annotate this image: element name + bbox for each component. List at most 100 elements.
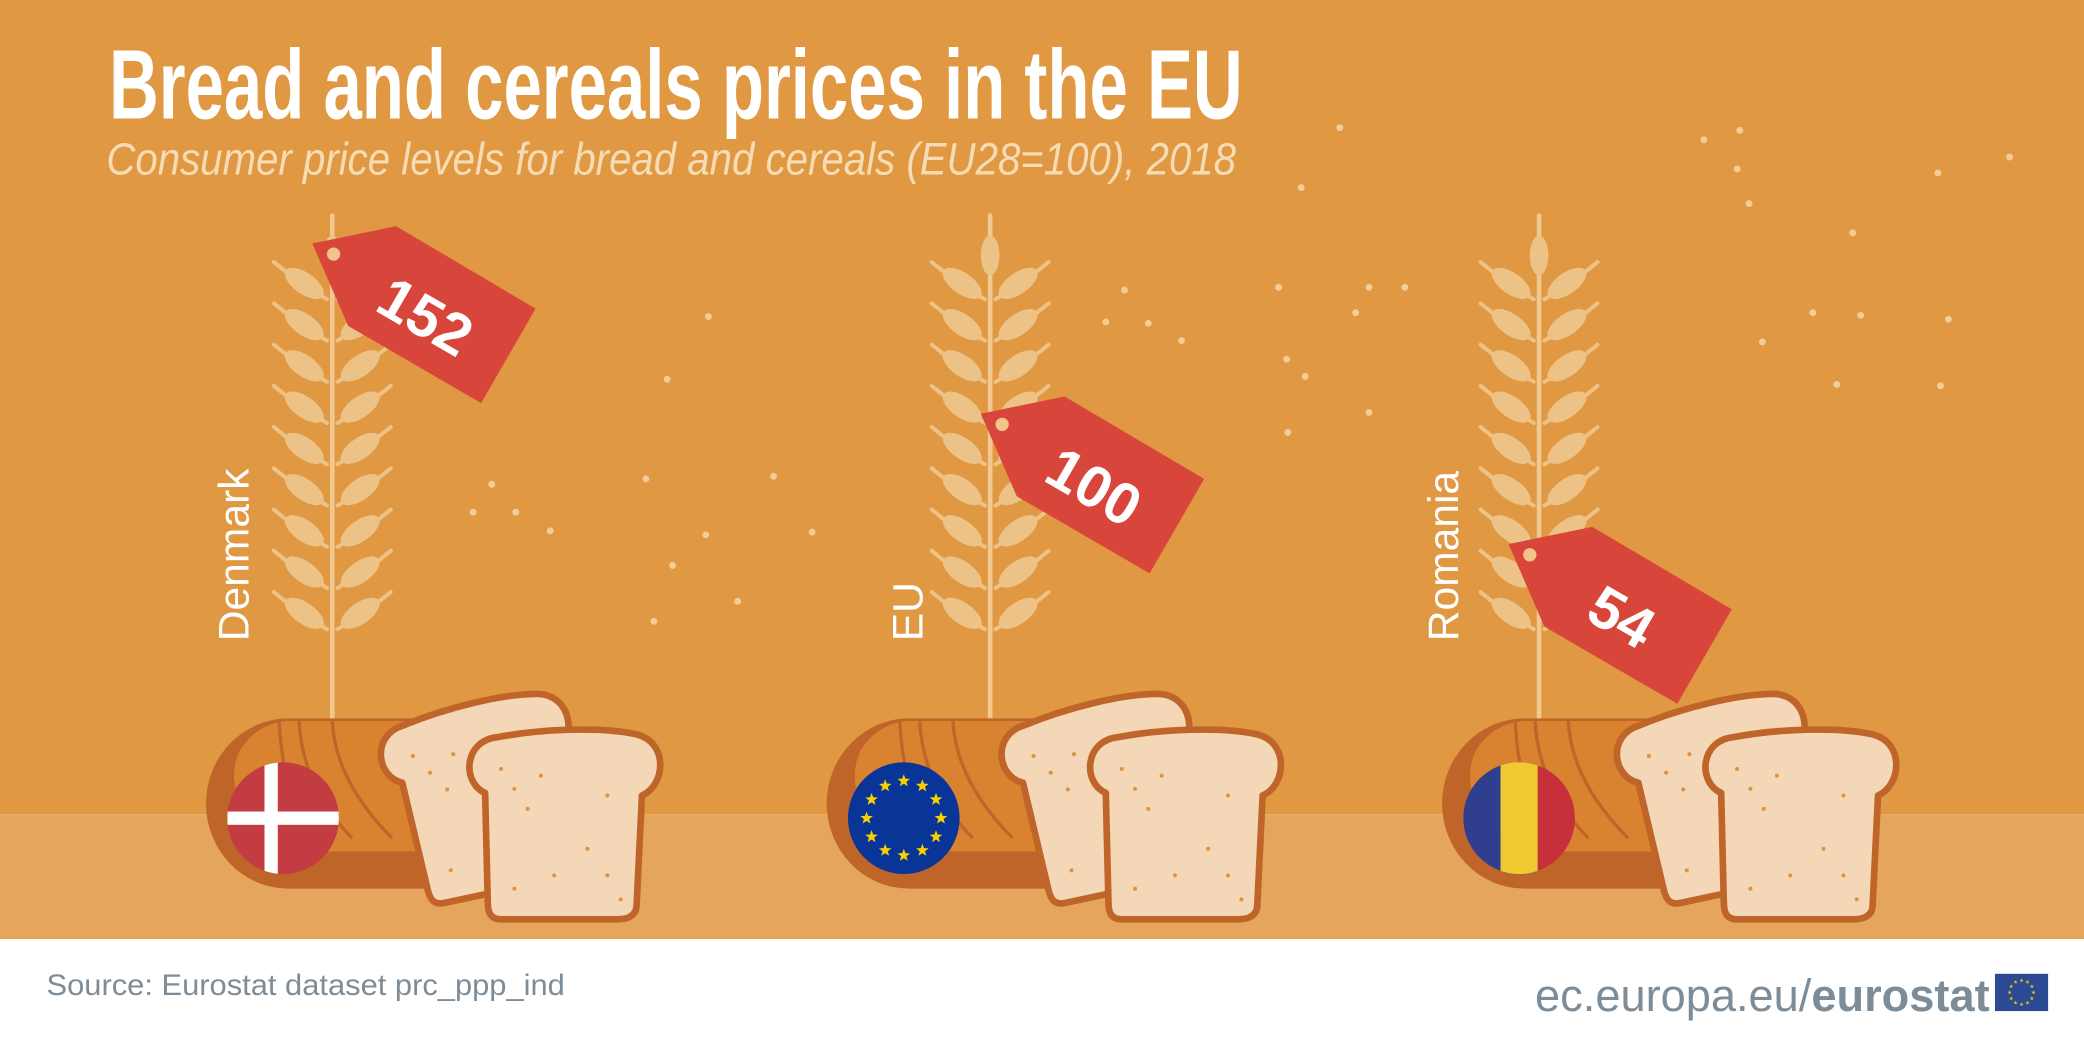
grain-stem [993, 289, 1011, 302]
star-icon [2019, 1002, 2024, 1007]
grain-stem [1542, 454, 1560, 467]
crumb-dot [1849, 229, 1857, 237]
crumb-speck [1071, 752, 1076, 757]
grain-stem [969, 536, 987, 549]
grain-awn [375, 383, 393, 399]
crumb-speck [1133, 886, 1138, 891]
crumb-speck [525, 806, 530, 811]
grain-stem [311, 454, 329, 467]
grain-awn [1478, 548, 1496, 564]
grain-stem [993, 371, 1011, 384]
crumb-dot [469, 508, 477, 516]
star-icon [860, 811, 873, 824]
grain [980, 235, 1000, 276]
price-tag-shape [312, 226, 536, 404]
crumb-dot [1178, 337, 1186, 345]
grain-awn [1582, 301, 1600, 316]
grain-stem [1542, 371, 1560, 384]
source-note: Source: Eurostat dataset prc_ppp_ind [47, 970, 565, 1002]
crumb-speck [1031, 753, 1036, 758]
footer-band [0, 939, 2084, 1043]
star-icon [2029, 996, 2034, 1001]
crumb-speck [1774, 773, 1779, 778]
crumb-speck [1048, 770, 1053, 775]
country-label: Romania [1420, 471, 1468, 642]
grain-awn [271, 590, 290, 605]
grain-stem [969, 371, 987, 384]
crumb-speck [1681, 787, 1686, 792]
crumb-speck [1748, 786, 1753, 791]
crumb-dot [704, 313, 712, 321]
crumb-dot [1144, 319, 1152, 327]
grain-awn [929, 383, 947, 399]
grain-stem [335, 454, 353, 467]
grain-stem [1542, 413, 1560, 426]
bread-slice-front [1702, 726, 1900, 923]
grain-awn [1033, 260, 1051, 275]
eurostat-link[interactable]: ec.europa.eu/eurostat [1535, 970, 1990, 1021]
grain-awn [375, 507, 393, 523]
crumb-dot [1934, 169, 1942, 177]
grain-stem [969, 578, 987, 591]
crumb-dot [1733, 165, 1741, 173]
grain-awn [1582, 425, 1600, 440]
crumb-speck [445, 787, 450, 792]
crumb-dot [650, 617, 658, 625]
crumb-dot [1301, 373, 1309, 380]
crumb-speck [1687, 752, 1692, 757]
loaf-score [1566, 720, 1630, 840]
grain-awn [375, 466, 393, 481]
grain-awn [929, 342, 947, 358]
star-icon [2025, 1000, 2030, 1005]
crumb-dot [1745, 200, 1753, 208]
grain-stem [969, 413, 987, 426]
star-icon [2025, 979, 2030, 984]
crumb-speck [1788, 873, 1793, 878]
grain-stem [311, 289, 329, 302]
crumb-dot [1401, 283, 1409, 291]
grain-awn [929, 590, 947, 605]
crumb-speck [552, 873, 557, 878]
grain-stem [993, 578, 1011, 591]
grain-stem [311, 495, 329, 508]
crumb-speck [1146, 806, 1151, 811]
grain-awn [1582, 260, 1600, 275]
grain-stem [1518, 619, 1536, 632]
star-icon [865, 792, 878, 805]
grain-stem [1542, 330, 1560, 343]
grain-stem [1518, 289, 1536, 302]
grain-awn [1478, 301, 1496, 316]
crumb-dot [1352, 309, 1360, 317]
grain-awn [1033, 301, 1051, 316]
denmark-flag-icon [227, 762, 339, 875]
crumb-dot [702, 531, 710, 539]
crumb-speck [538, 773, 543, 778]
tag-hole [326, 247, 341, 261]
star-icon [865, 830, 878, 843]
star-icon [878, 843, 892, 856]
grain-awn [1033, 342, 1051, 358]
crumb-speck [1735, 766, 1740, 771]
grain-awn [929, 260, 947, 275]
grain-awn [1478, 466, 1496, 481]
grain-awn [271, 425, 290, 440]
grain-awn [1033, 590, 1051, 605]
crumb-speck [618, 897, 623, 902]
grain-stem [311, 536, 329, 549]
bread-slice-front [466, 726, 664, 923]
crumb-dot [1365, 408, 1373, 416]
grain-awn [1582, 466, 1600, 481]
grain-stem [1542, 289, 1560, 302]
crumb-dot [642, 475, 650, 483]
crumb-dot [770, 472, 777, 480]
bread-slice-front [1086, 726, 1285, 923]
grain-awn [375, 425, 393, 440]
star-icon [929, 830, 943, 843]
grain-awn [1478, 507, 1496, 523]
tag-hole [1523, 548, 1537, 562]
site-prefix: ec.europa.eu/ [1535, 970, 1812, 1021]
grain-stem [993, 536, 1011, 549]
price-tag: 54 [1508, 526, 1732, 704]
crumb-dot [1937, 382, 1944, 390]
